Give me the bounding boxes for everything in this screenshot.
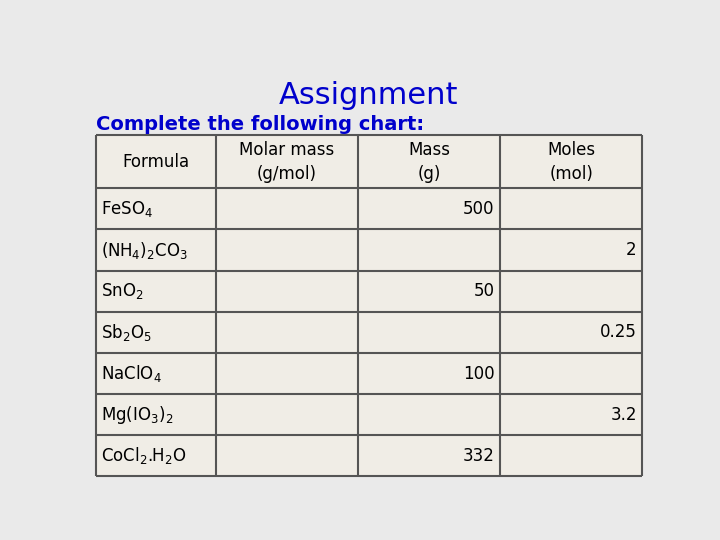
Text: Moles
(mol): Moles (mol)	[547, 141, 595, 183]
Text: Mg(IO$_3$)$_2$: Mg(IO$_3$)$_2$	[101, 404, 174, 426]
Text: 0.25: 0.25	[600, 323, 637, 341]
Text: 500: 500	[463, 200, 495, 218]
Text: 2: 2	[626, 241, 637, 259]
Text: Complete the following chart:: Complete the following chart:	[96, 114, 423, 134]
Text: FeSO$_4$: FeSO$_4$	[101, 199, 153, 219]
Text: 50: 50	[474, 282, 495, 300]
Text: CoCl$_2$.H$_2$O: CoCl$_2$.H$_2$O	[101, 446, 186, 467]
Text: Sb$_2$O$_5$: Sb$_2$O$_5$	[101, 322, 152, 343]
Text: 3.2: 3.2	[611, 406, 637, 424]
Text: SnO$_2$: SnO$_2$	[101, 281, 144, 301]
Text: Molar mass
(g/mol): Molar mass (g/mol)	[239, 141, 335, 183]
Text: 332: 332	[463, 447, 495, 465]
Text: 100: 100	[463, 364, 495, 382]
Text: NaClO$_4$: NaClO$_4$	[101, 363, 162, 384]
Bar	[96, 136, 642, 476]
Text: Formula: Formula	[122, 153, 189, 171]
Text: (NH$_4$)$_2$CO$_3$: (NH$_4$)$_2$CO$_3$	[101, 240, 188, 261]
Text: Mass
(g): Mass (g)	[408, 141, 450, 183]
Text: Assignment: Assignment	[279, 82, 459, 111]
